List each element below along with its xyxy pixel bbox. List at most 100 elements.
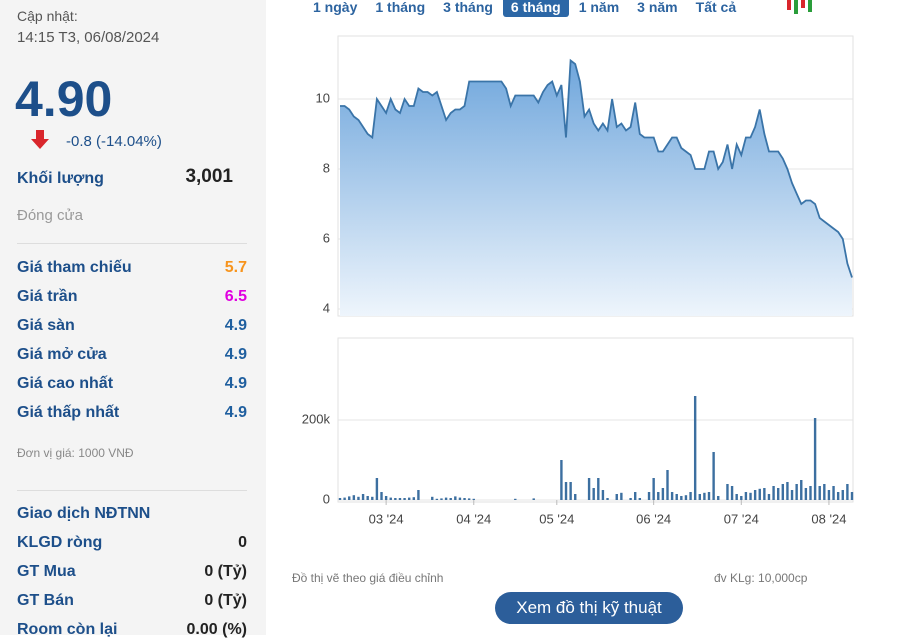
x-tick-label: 04 '24 [456, 511, 491, 526]
volume-bar [740, 496, 743, 500]
volume-bar [800, 480, 803, 500]
row-value: 0 [238, 534, 247, 551]
range-button[interactable]: 1 năm [578, 0, 620, 15]
range-button[interactable]: 3 năm [637, 0, 678, 15]
range-button[interactable]: 3 tháng [443, 0, 493, 15]
volume-bar [675, 494, 678, 500]
volume-bar [398, 498, 402, 500]
volume-bar [597, 478, 600, 500]
volume-bar [389, 497, 392, 500]
volume-bar [615, 494, 618, 500]
volume-bar [620, 492, 623, 500]
volume-label: Khối lượng [17, 170, 104, 187]
volume-bar [417, 490, 420, 500]
volume-unit: đv KLg: 10,000cp [714, 571, 808, 585]
row-value: 0.00 (%) [186, 621, 247, 638]
volume-bar [758, 488, 761, 500]
volume-bar [440, 498, 443, 500]
volume-bar [772, 486, 775, 500]
volume-bar [514, 498, 517, 500]
y-tick-label: 0 [323, 491, 330, 506]
row-value: 5.7 [224, 259, 247, 276]
volume-bar [638, 498, 642, 500]
volume-bar [809, 486, 812, 500]
volume-bar [735, 494, 738, 500]
y-tick-label: 4 [323, 300, 330, 315]
divider [17, 490, 247, 491]
volume-bar [693, 396, 697, 500]
volume-bar [403, 498, 406, 500]
row-value: 4.9 [224, 404, 247, 421]
volume-bar [689, 492, 692, 500]
volume-bar [601, 490, 605, 500]
volume-bar [366, 496, 369, 500]
volume-bar [338, 498, 342, 500]
volume-bar [657, 492, 660, 500]
updated-label: Cập nhật: [17, 8, 78, 24]
volume-bar [670, 492, 674, 500]
candle-icon [787, 0, 812, 14]
x-tick-label: 07 '24 [724, 511, 759, 526]
volume-bar [532, 498, 535, 500]
price: 4.90 [15, 71, 113, 127]
volume-bar [574, 494, 577, 500]
volume-bar [795, 484, 798, 500]
unit-note: Đơn vị giá: 1000 VNĐ [17, 446, 134, 460]
down-arrow [31, 130, 49, 149]
volume-bar [827, 490, 831, 500]
volume-bar [767, 494, 771, 500]
volume-bar [463, 498, 466, 500]
volume-bar [717, 496, 720, 500]
row-label: Room còn lại [17, 621, 118, 638]
volume-bar [823, 484, 826, 500]
volume-bar [804, 488, 808, 500]
volume-bar [449, 498, 452, 500]
volume-bar [763, 488, 766, 500]
volume-bar [707, 492, 711, 500]
range-button[interactable]: Tất cả [695, 0, 737, 15]
row-value: 6.5 [224, 288, 247, 305]
volume-bar [380, 492, 383, 500]
volume-bar [744, 492, 748, 500]
technical-chart-button[interactable]: Xem đồ thị kỹ thuật [495, 592, 683, 624]
status: Đóng cửa [17, 207, 83, 224]
volume-bar [454, 496, 457, 500]
volume-bar [634, 492, 637, 500]
volume-bar [836, 492, 840, 500]
y-tick-label: 8 [323, 160, 330, 175]
row-label: Giá trần [17, 288, 78, 305]
volume-bar [813, 418, 817, 500]
volume-bar [564, 482, 568, 500]
volume-bar [846, 484, 849, 500]
row-value: 4.9 [224, 346, 247, 363]
volume-bar [680, 496, 683, 500]
volume-bar [431, 496, 434, 500]
change: -0.8 (-14.04%) [66, 133, 162, 150]
x-tick-label: 06 '24 [636, 511, 671, 526]
x-tick-label: 03 '24 [369, 511, 404, 526]
range-button[interactable]: 6 tháng [502, 0, 569, 17]
volume-bar [703, 492, 706, 500]
volume-bar [776, 488, 780, 500]
row-value: 4.9 [224, 317, 247, 334]
volume-bar [592, 488, 595, 500]
quote-panel: Cập nhật: 14:15 T3, 06/08/2024 4.90 -0.8… [0, 0, 266, 638]
y-tick-label: 6 [323, 230, 330, 245]
row-value: 0 (Tỷ) [204, 592, 247, 609]
volume-bar [384, 496, 388, 500]
row-label: Giá sàn [17, 317, 75, 334]
volume-bar [629, 498, 632, 500]
range-button[interactable]: 1 ngày [313, 0, 358, 15]
volume-bar [790, 490, 794, 500]
range-button[interactable]: 1 tháng [375, 0, 426, 15]
volume-bar [560, 460, 563, 500]
volume-value: 3,001 [185, 166, 233, 187]
volume-bar [753, 490, 757, 500]
row-label: Giá cao nhất [17, 375, 114, 392]
x-tick-label: 05 '24 [539, 511, 574, 526]
volume-bar [666, 470, 669, 500]
volume-bar [458, 497, 462, 500]
chart-note: Đồ thị vẽ theo giá điều chỉnh [292, 571, 443, 585]
volume-bar [348, 496, 351, 500]
